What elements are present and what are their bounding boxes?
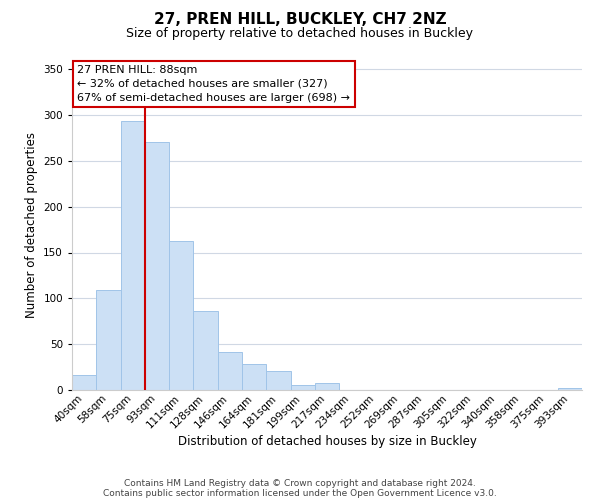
- Bar: [96, 290, 121, 390]
- Bar: [218, 352, 242, 390]
- Text: 27 PREN HILL: 88sqm
← 32% of detached houses are smaller (327)
67% of semi-detac: 27 PREN HILL: 88sqm ← 32% of detached ho…: [77, 65, 350, 103]
- Bar: [315, 382, 339, 390]
- Text: Contains HM Land Registry data © Crown copyright and database right 2024.: Contains HM Land Registry data © Crown c…: [124, 478, 476, 488]
- Bar: [145, 142, 169, 390]
- Bar: [72, 376, 96, 390]
- Bar: [193, 311, 218, 390]
- Bar: [558, 388, 582, 390]
- X-axis label: Distribution of detached houses by size in Buckley: Distribution of detached houses by size …: [178, 435, 476, 448]
- Bar: [242, 364, 266, 390]
- Text: Size of property relative to detached houses in Buckley: Size of property relative to detached ho…: [127, 28, 473, 40]
- Bar: [169, 240, 193, 390]
- Bar: [290, 386, 315, 390]
- Bar: [121, 122, 145, 390]
- Text: 27, PREN HILL, BUCKLEY, CH7 2NZ: 27, PREN HILL, BUCKLEY, CH7 2NZ: [154, 12, 446, 28]
- Text: Contains public sector information licensed under the Open Government Licence v3: Contains public sector information licen…: [103, 488, 497, 498]
- Y-axis label: Number of detached properties: Number of detached properties: [25, 132, 38, 318]
- Bar: [266, 371, 290, 390]
